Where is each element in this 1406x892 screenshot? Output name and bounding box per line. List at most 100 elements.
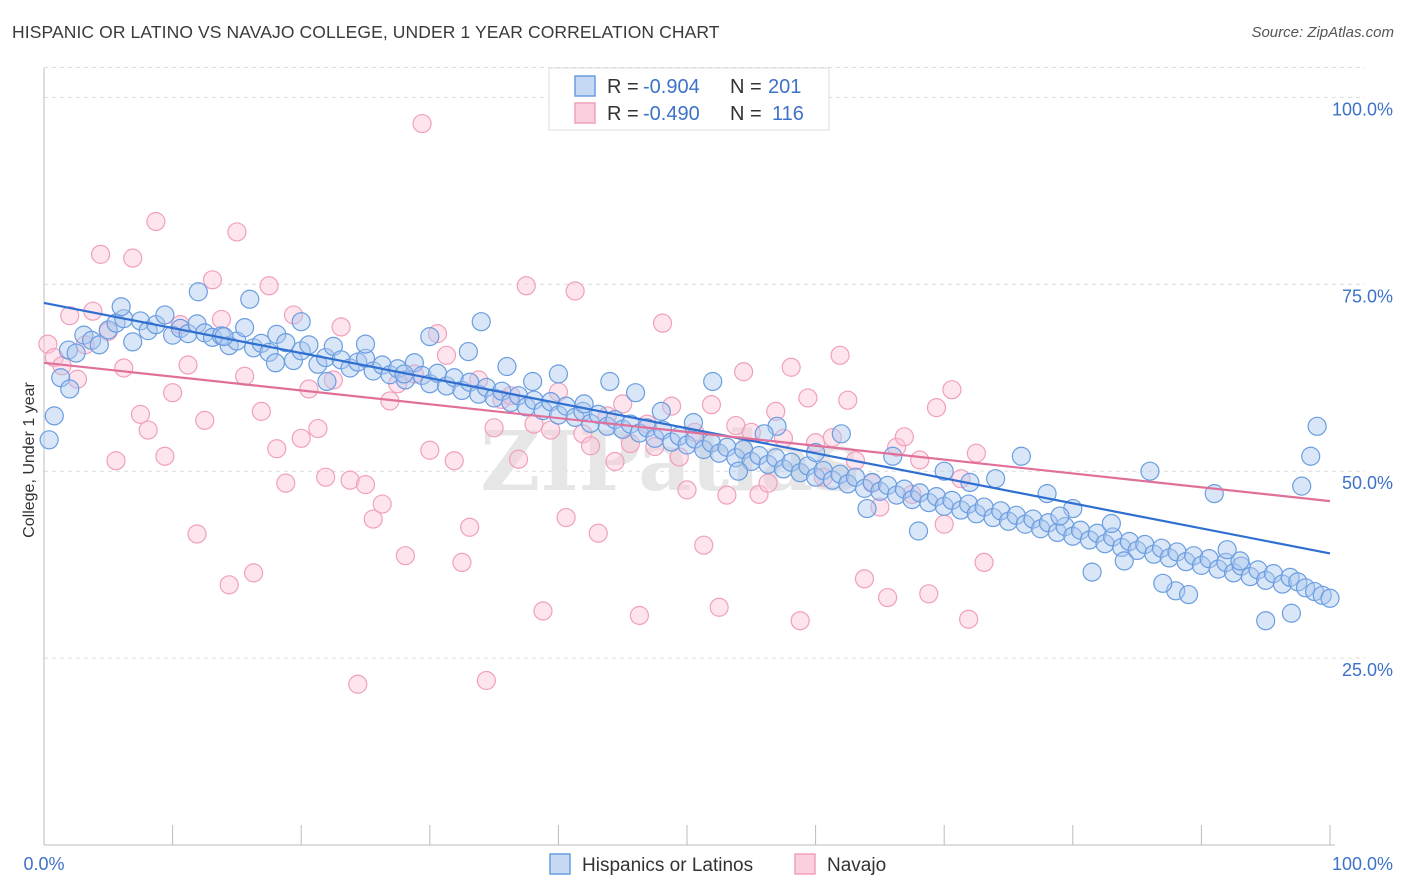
series-hispanic-points: [39, 282, 1340, 631]
point-hispanic: [1217, 540, 1237, 560]
point-hispanic: [1176, 552, 1196, 572]
bottom-legend-swatch-hispanic: [549, 853, 571, 875]
point-hispanic: [1208, 559, 1228, 579]
point-navajo: [340, 470, 360, 490]
x-tick-label: 0.0%: [23, 854, 64, 874]
point-hispanic: [1055, 516, 1075, 537]
legend-n-label-1: N =: [730, 76, 762, 98]
point-hispanic: [1307, 416, 1327, 436]
point-hispanic: [991, 501, 1011, 521]
point-hispanic: [694, 439, 714, 460]
point-navajo: [629, 605, 650, 626]
chart-title: HISPANIC OR LATINO VS NAVAJO COLLEGE, UN…: [12, 22, 720, 42]
legend-swatch-navajo: [574, 102, 596, 124]
point-navajo: [211, 309, 232, 330]
point-navajo: [299, 379, 319, 399]
point-navajo: [934, 514, 954, 534]
point-navajo: [854, 569, 875, 589]
point-navajo: [613, 394, 633, 414]
point-navajo: [138, 420, 158, 440]
point-hispanic: [138, 321, 158, 341]
point-hispanic: [1087, 523, 1107, 543]
grid-lines: [44, 66, 1365, 659]
point-navajo: [187, 524, 207, 544]
point-hispanic: [240, 289, 260, 309]
bottom-legend-navajo: Navajo: [827, 855, 886, 876]
point-navajo: [60, 306, 80, 326]
point-hispanic: [163, 325, 183, 345]
point-hispanic: [703, 371, 723, 392]
point-hispanic: [894, 479, 914, 499]
point-navajo: [106, 451, 126, 471]
tick-labels: 25.0% 50.0% 75.0% 100.0% 0.0% 100.0%: [23, 99, 1393, 874]
trend-lines: [43, 301, 1331, 555]
point-navajo: [123, 248, 143, 268]
point-hispanic: [291, 312, 311, 332]
point-hispanic: [986, 469, 1006, 489]
point-navajo: [605, 451, 625, 472]
point-navajo: [178, 355, 198, 375]
point-hispanic: [908, 521, 929, 541]
point-hispanic: [625, 383, 646, 403]
legend-r-value-2: -0.490: [643, 103, 700, 125]
point-navajo: [709, 597, 729, 617]
point-hispanic: [1023, 509, 1043, 529]
point-navajo: [580, 436, 601, 456]
point-navajo: [244, 563, 264, 583]
point-hispanic: [830, 464, 850, 484]
point-hispanic: [89, 335, 109, 355]
bottom-legend-hispanic: Hispanics or Latinos: [582, 855, 753, 876]
point-hispanic: [651, 401, 671, 421]
point-navajo: [790, 611, 810, 631]
point-hispanic: [1101, 513, 1121, 534]
legend-bottom: Hispanics or Latinos Navajo: [549, 853, 886, 876]
point-navajo: [291, 428, 311, 448]
point-hispanic: [959, 494, 979, 514]
point-navajo: [781, 357, 801, 377]
point-hispanic: [741, 451, 761, 472]
point-hispanic: [1082, 562, 1102, 582]
legend-n-label-2: N =: [730, 103, 762, 125]
point-navajo: [348, 674, 368, 694]
point-navajo: [235, 366, 255, 386]
point-hispanic: [854, 478, 875, 498]
point-hispanic: [1288, 572, 1308, 592]
point-hispanic: [1301, 446, 1321, 466]
point-navajo: [146, 211, 166, 232]
y-tick-label: 50.0%: [1342, 473, 1393, 493]
point-hispanic: [857, 498, 877, 519]
point-navajo: [588, 523, 608, 543]
point-hispanic: [1047, 522, 1067, 543]
point-navajo: [942, 380, 962, 400]
point-navajo: [355, 475, 376, 495]
point-navajo: [959, 609, 979, 629]
point-navajo: [919, 584, 939, 604]
point-navajo: [556, 507, 576, 528]
point-navajo: [798, 388, 818, 408]
point-navajo: [733, 362, 754, 382]
point-navajo: [573, 424, 593, 444]
point-hispanic: [123, 332, 143, 352]
point-navajo: [114, 358, 134, 378]
point-navajo: [283, 305, 304, 325]
point-navajo: [444, 451, 464, 471]
axes: [43, 68, 1335, 846]
point-hispanic: [548, 364, 569, 384]
point-navajo: [460, 517, 480, 537]
point-navajo: [516, 276, 536, 296]
point-navajo: [894, 427, 914, 447]
point-navajo: [363, 509, 383, 529]
point-hispanic: [188, 282, 208, 302]
legend-n-value-1: 201: [768, 76, 801, 98]
point-hispanic: [934, 461, 954, 481]
point-navajo: [259, 276, 279, 296]
point-navajo: [717, 485, 737, 505]
bottom-legend-swatch-navajo: [794, 853, 816, 875]
point-hispanic: [902, 490, 922, 510]
point-navajo: [436, 345, 457, 365]
point-hispanic: [235, 318, 255, 338]
point-hispanic: [39, 430, 59, 450]
point-navajo: [669, 447, 689, 467]
point-navajo: [533, 601, 553, 621]
